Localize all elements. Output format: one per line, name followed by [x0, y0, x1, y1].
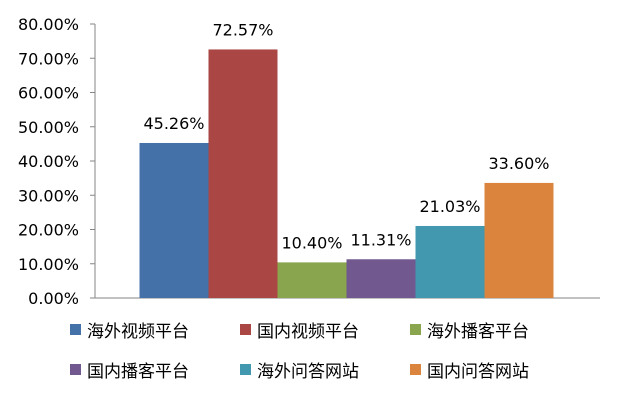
- legend-label: 国内播客平台: [87, 361, 189, 382]
- legend-swatch: [410, 323, 421, 335]
- y-tick-label: 70.00%: [18, 49, 79, 68]
- y-tick-label: 0.00%: [28, 289, 79, 308]
- legend-item: 海外播客平台: [410, 316, 580, 342]
- legend-swatch: [410, 363, 421, 375]
- legend-swatch: [240, 323, 251, 335]
- legend-item: 海外问答网站: [240, 356, 410, 382]
- legend-item: 国内问答网站: [410, 356, 580, 382]
- bar: [277, 262, 347, 298]
- legend-item: 国内播客平台: [70, 356, 240, 382]
- bar-chart: 0.00% 10.00% 20.00% 30.00% 40.00% 50.00% 60.00…: [18, 15, 600, 308]
- legend-label: 国内视频平台: [257, 321, 359, 342]
- y-tick-label: 50.00%: [18, 118, 79, 137]
- legend-swatch: [70, 363, 81, 375]
- y-tick-label: 60.00%: [18, 84, 79, 103]
- y-tick-label: 40.00%: [18, 152, 79, 171]
- legend-label: 国内问答网站: [427, 361, 529, 382]
- data-label: 45.26%: [143, 114, 204, 133]
- legend-item: 海外视频平台: [70, 316, 240, 342]
- data-label: 10.40%: [281, 233, 342, 252]
- legend-label: 海外播客平台: [427, 321, 529, 342]
- y-axis: 0.00% 10.00% 20.00% 30.00% 40.00% 50.00% 60.00…: [18, 15, 600, 308]
- bar: [415, 225, 485, 298]
- bar: [484, 182, 554, 298]
- data-label: 11.31%: [350, 230, 411, 249]
- y-tick-label: 10.00%: [18, 255, 79, 274]
- legend-item: 国内视频平台: [240, 316, 410, 342]
- legend-label: 海外问答网站: [257, 361, 359, 382]
- data-label: 72.57%: [212, 20, 273, 39]
- legend-swatch: [70, 323, 81, 335]
- y-tick-label: 20.00%: [18, 221, 79, 240]
- y-tick-label: 80.00%: [18, 15, 79, 34]
- legend: 海外视频平台 国内视频平台 海外播客平台国内播客平台 海外问答网站 国内问答网站: [70, 316, 590, 382]
- data-label: 21.03%: [419, 197, 480, 216]
- bars: [139, 49, 554, 298]
- legend-swatch: [240, 363, 251, 375]
- data-labels: 45.26% 72.57% 10.40% 11.31% 21.03% 33.60%: [143, 20, 549, 252]
- bar: [346, 259, 416, 298]
- data-label: 33.60%: [488, 154, 549, 173]
- legend-label: 海外视频平台: [87, 321, 189, 342]
- bar: [208, 49, 278, 298]
- y-tick-label: 30.00%: [18, 186, 79, 205]
- bar: [139, 142, 209, 298]
